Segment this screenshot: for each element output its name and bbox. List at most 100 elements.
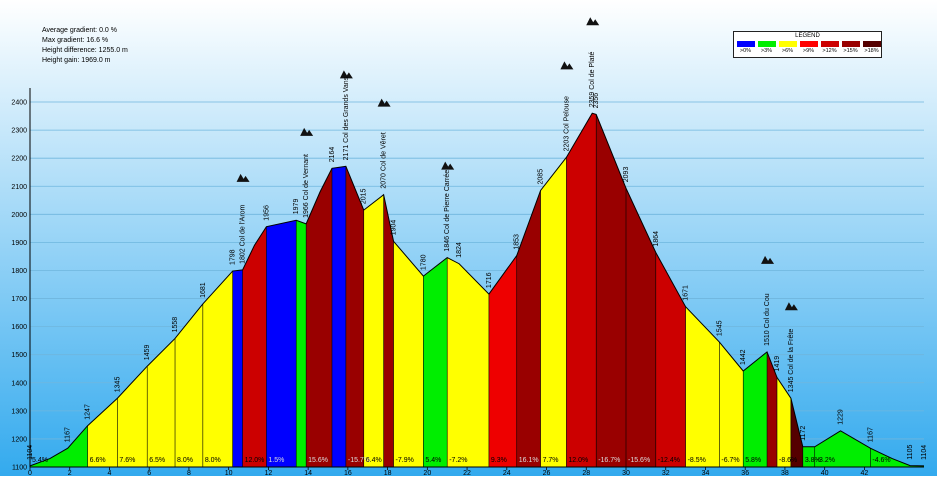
point-label-29: 1545 <box>716 320 723 336</box>
gradient-label-31: 3.8% <box>805 457 821 464</box>
x-tick-label-34: 34 <box>702 470 710 476</box>
gradient-label-20: 7.7% <box>543 457 559 464</box>
point-label-3: 1345 <box>114 377 121 393</box>
segment-1 <box>87 398 118 467</box>
segment-7 <box>242 226 267 467</box>
segment-17 <box>447 257 489 467</box>
segment-10 <box>306 168 332 468</box>
gradient-label-4: 8.0% <box>177 457 193 464</box>
x-tick-label-8: 8 <box>187 470 191 476</box>
gradient-segments <box>30 113 924 468</box>
x-tick-label-24: 24 <box>503 470 511 476</box>
segment-33 <box>870 448 924 467</box>
segment-24 <box>655 252 686 467</box>
point-label-23: 2203 Col Pelouse <box>563 96 570 151</box>
gradient-label-18: 9.3% <box>491 457 507 464</box>
max-gradient-stat: Max gradient: 16.6 % <box>42 37 109 44</box>
summit-marker-1 <box>300 127 314 136</box>
segment-23 <box>626 188 656 467</box>
segment-13 <box>363 194 384 467</box>
y-tick-label-1800: 1800 <box>11 268 27 275</box>
segment-26 <box>719 342 744 467</box>
y-tick-label-1400: 1400 <box>11 380 27 387</box>
segment-32 <box>814 430 871 467</box>
segment-5 <box>202 271 233 467</box>
x-tick-label-28: 28 <box>582 470 590 476</box>
gradient-label-12: -15.7% <box>348 457 370 464</box>
y-tick-label-2300: 2300 <box>11 128 27 135</box>
point-label-4: 1459 <box>144 345 151 361</box>
gradient-labels: 5.4% 6.6% 7.6% 6.5% 8.0% 8.0% 12.0% 1.5% 15.6% -1… <box>32 457 891 464</box>
segment-4 <box>175 303 203 467</box>
gradient-label-1: 6.6% <box>90 457 106 464</box>
axes: 1100 1200 1300 1400 1500 1600 1700 1800 1900 2000… <box>11 88 924 477</box>
gradient-label-7: 12.0% <box>245 457 265 464</box>
legend-swatch-0 <box>736 41 755 47</box>
x-tick-label-40: 40 <box>821 470 829 476</box>
y-tick-label-1500: 1500 <box>11 352 27 359</box>
legend-label-6: >18% <box>864 48 879 54</box>
point-label-34: 1172 <box>800 426 807 441</box>
segment-25 <box>685 306 720 467</box>
y-tick-label-2400: 2400 <box>11 100 27 107</box>
segment-21 <box>566 113 597 468</box>
segment-8 <box>266 220 297 467</box>
point-label-22: 2085 <box>538 169 545 185</box>
x-tick-label-42: 42 <box>861 470 869 476</box>
legend-item-0: >0% <box>736 41 755 55</box>
point-label-35: 1229 <box>838 409 845 425</box>
legend-item-6: >18% <box>862 41 881 55</box>
point-label-9: 1956 <box>263 205 270 221</box>
point-label-21: 1853 <box>514 234 521 250</box>
gradient-label-27: 5.8% <box>745 457 761 464</box>
legend-label-4: >12% <box>822 48 837 54</box>
legend-items: >0% >3% >6% >9% >12% >15% <box>736 41 881 55</box>
height-gain-stat: Height gain: 1969.0 m <box>42 57 111 64</box>
point-label-2: 1247 <box>85 404 92 420</box>
segment-9 <box>296 220 307 467</box>
legend-swatch-3 <box>799 41 818 47</box>
gradient-label-3: 6.5% <box>149 457 165 464</box>
profile-outline <box>29 112 925 467</box>
gradient-label-16: 5.4% <box>425 457 441 464</box>
point-label-36: 1167 <box>867 427 874 442</box>
x-tick-label-22: 22 <box>463 470 471 476</box>
legend-item-2: >6% <box>778 41 797 55</box>
gradient-label-33: -4.6% <box>872 457 890 464</box>
point-label-24: 2359 Col de Platé <box>589 52 596 108</box>
gradient-label-32: -3.2% <box>817 457 835 464</box>
segment-22 <box>596 114 626 467</box>
point-label-20: 1716 <box>486 272 493 288</box>
gradient-label-19: 16.1% <box>519 457 539 464</box>
segment-20 <box>540 157 567 467</box>
y-tick-label-2200: 2200 <box>11 156 27 163</box>
gradient-label-15: -7.9% <box>396 457 414 464</box>
point-label-27: 1864 <box>653 231 660 247</box>
legend-item-3: >9% <box>799 41 818 55</box>
summit-marker-6 <box>586 17 600 26</box>
average-gradient-stat: Average gradient: 0.0 % <box>42 27 117 34</box>
legend-swatch-4 <box>820 41 839 47</box>
gradient-label-29: -8.6% <box>779 457 797 464</box>
legend-item-5: >15% <box>841 41 860 55</box>
gradient-label-21: 12.0% <box>568 457 588 464</box>
legend-title: LEGEND <box>795 33 820 39</box>
x-tick-label-2: 2 <box>68 470 72 476</box>
y-tick-label-2100: 2100 <box>11 184 27 191</box>
stats-panel: Average gradient: 0.0 % Max gradient: 16… <box>42 26 128 66</box>
profile-line <box>29 112 925 467</box>
segment-2 <box>117 366 148 467</box>
y-tick-label-1200: 1200 <box>11 436 27 443</box>
summit-marker-8 <box>784 302 798 311</box>
x-tick-label-32: 32 <box>662 470 670 476</box>
y-tick-label-1300: 1300 <box>11 408 27 415</box>
summit-marker-2 <box>339 70 353 79</box>
point-label-10: 1979 <box>293 199 300 215</box>
summit-marker-0 <box>236 173 250 182</box>
gradient-label-13: 6.4% <box>366 457 382 464</box>
x-tick-label-38: 38 <box>781 470 789 476</box>
gradient-label-22: -16.7% <box>598 457 620 464</box>
point-label-8: 1802 Col de l'Arom <box>240 204 247 263</box>
x-tick-label-16: 16 <box>344 470 352 476</box>
